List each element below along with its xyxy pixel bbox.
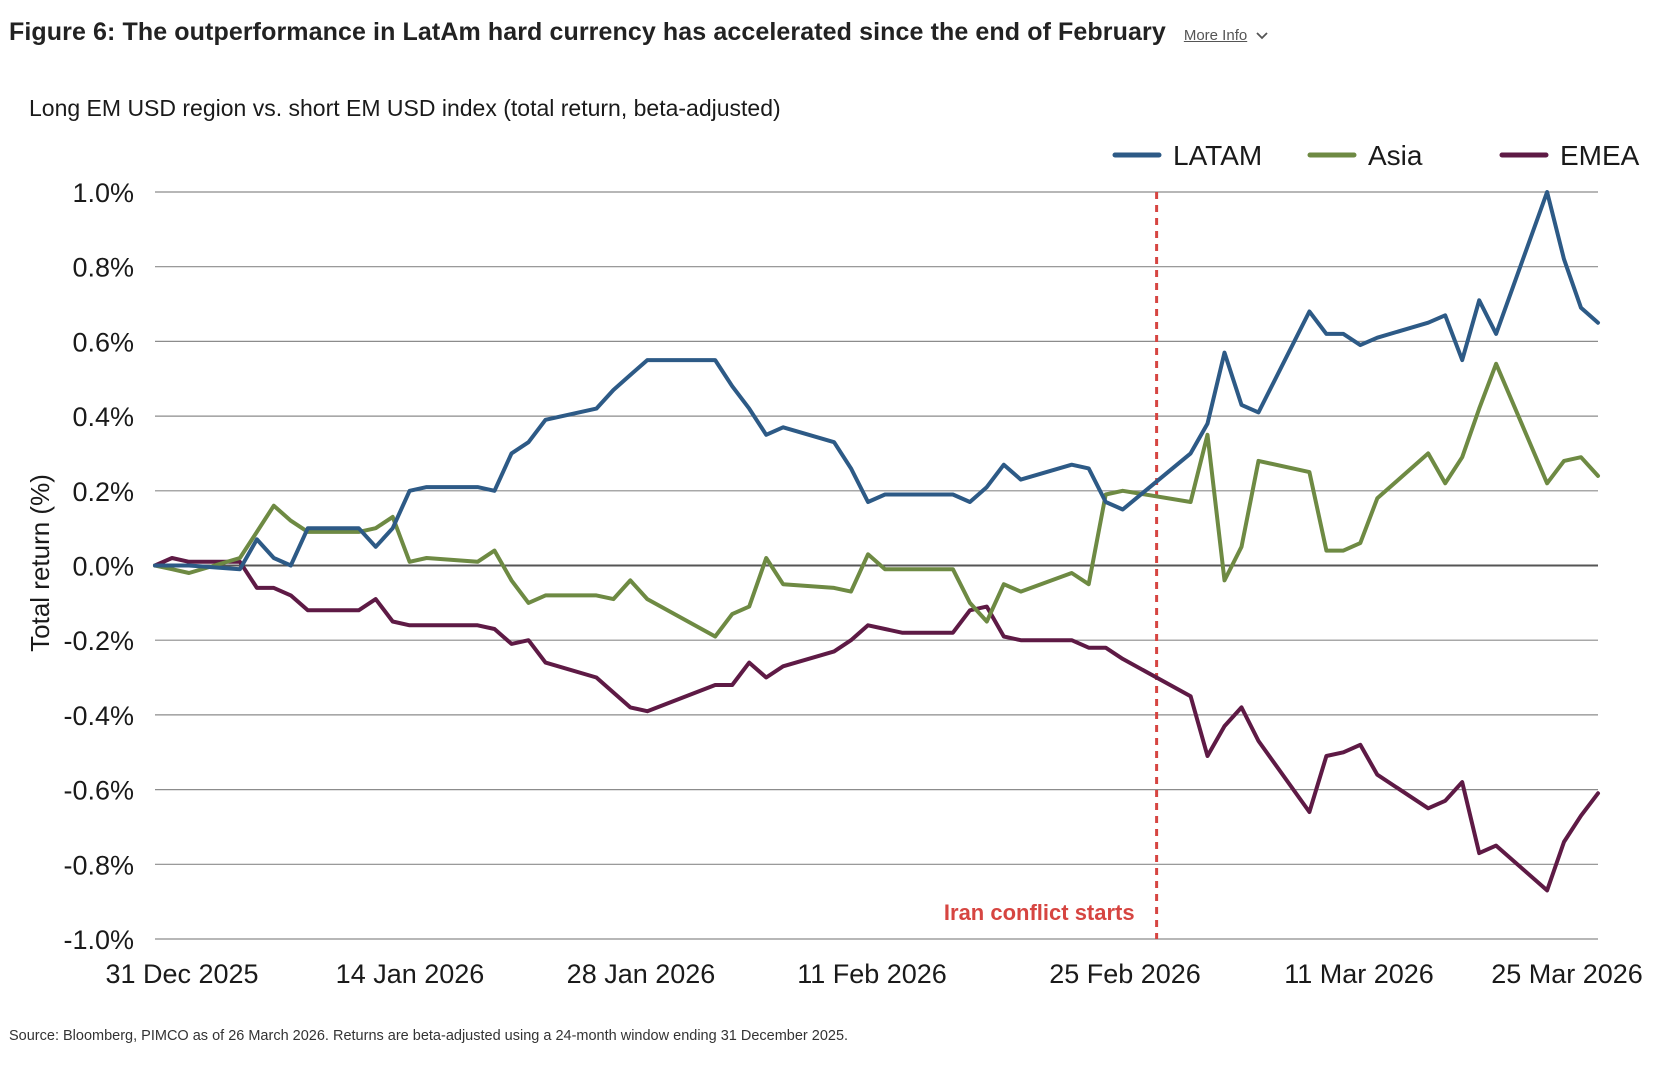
y-tick-label: 1.0% — [72, 178, 134, 208]
series-line-latam — [153, 190, 1600, 572]
y-tick-label: 0.8% — [72, 253, 134, 283]
x-tick-label: 11 Mar 2026 — [1284, 959, 1434, 989]
gridlines — [155, 191, 1598, 940]
x-tick-label: 25 Mar 2026 — [1491, 959, 1643, 989]
y-tick-label: 0.6% — [72, 327, 134, 357]
y-tick-label: 0.0% — [72, 552, 134, 582]
source-note: Source: Bloomberg, PIMCO as of 26 March … — [9, 1028, 849, 1044]
legend: LATAM Asia EMEA — [1112, 140, 1640, 171]
figure-header: Figure 6: The outperformance in LatAm ha… — [9, 18, 1269, 47]
x-tick-label: 14 Jan 2026 — [336, 959, 485, 989]
y-tick-label: -1.0% — [63, 925, 134, 955]
y-axis-label: Total return (%) — [25, 474, 55, 652]
line-chart: 1.0% 0.8% 0.6% 0.4% 0.2% 0.0% -0.2% -0.4% -0.6% -… — [25, 95, 1643, 989]
x-tick-labels: 31 Dec 2025 14 Jan 2026 28 Jan 2026 11 Feb … — [105, 959, 1642, 989]
y-tick-labels: 1.0% 0.8% 0.6% 0.4% 0.2% 0.0% -0.2% -0.4% -0.6% -… — [63, 178, 134, 955]
y-tick-label: -0.2% — [63, 626, 134, 656]
legend-label-latam: LATAM — [1173, 140, 1262, 171]
x-tick-label: 31 Dec 2025 — [105, 959, 258, 989]
more-info-label: More Info — [1183, 27, 1248, 44]
annotation-group: Iran conflict starts — [944, 192, 1159, 939]
figure-title: Figure 6: The outperformance in LatAm ha… — [9, 18, 1166, 46]
legend-label-emea: EMEA — [1560, 140, 1640, 171]
series-line-emea — [153, 556, 1600, 893]
x-tick-label: 11 Feb 2026 — [797, 959, 947, 989]
y-tick-label: 0.2% — [72, 477, 134, 507]
y-tick-label: 0.4% — [72, 402, 134, 432]
legend-label-asia: Asia — [1368, 140, 1423, 171]
annotation-label: Iran conflict starts — [944, 900, 1135, 925]
y-tick-label: -0.6% — [63, 776, 134, 806]
chevron-down-icon — [1256, 31, 1268, 39]
more-info-toggle[interactable]: More Info — [1184, 27, 1269, 44]
chart-subtitle: Long EM USD region vs. short EM USD inde… — [29, 95, 781, 121]
x-tick-label: 25 Feb 2026 — [1049, 959, 1201, 989]
series-line-asia — [153, 361, 1600, 639]
y-tick-label: -0.8% — [63, 850, 134, 880]
x-tick-label: 28 Jan 2026 — [567, 959, 716, 989]
series-lines — [153, 190, 1600, 893]
y-tick-label: -0.4% — [63, 701, 134, 731]
